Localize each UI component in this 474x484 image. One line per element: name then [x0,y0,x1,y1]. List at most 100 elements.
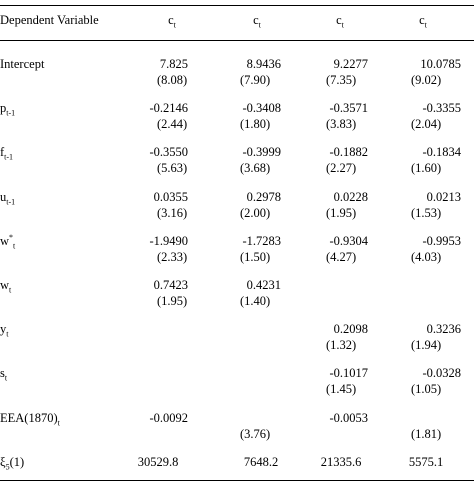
coefficient: -0.3550 [149,145,188,160]
label-text: Dependent Variable [0,13,99,27]
t-statistic: (3.76) [240,426,271,441]
t-statistic: (2.00) [240,205,271,220]
coefficient: -0.3999 [242,145,281,160]
subscript: t [13,241,16,251]
subscript: t [9,285,12,295]
t-statistic: (1.53) [411,205,442,220]
row-label: pt-1 [0,101,16,118]
t-statistic: (2.27) [326,161,357,176]
coefficient: 9.2277 [333,57,368,71]
row-label: w*t [0,232,16,251]
label-text: c [419,13,425,27]
label-text: c [253,13,259,27]
coefficient: -1.9490 [149,233,188,248]
header-rule [0,40,474,41]
statistic-value: 5575.1 [408,454,444,469]
coefficient: -0.3408 [242,101,281,116]
coefficient: 0.0213 [426,189,461,204]
t-statistic: (1.95) [157,294,188,308]
row-label: Intercept [0,57,44,71]
label-text: c [168,13,174,27]
t-statistic: (1.94) [411,338,442,353]
row-label: ut-1 [0,189,16,207]
header-cell: ct [168,13,176,30]
subscript: t [424,20,427,30]
t-statistic: (1.60) [411,161,442,176]
label-text: ξ [0,454,6,469]
row-label: st [0,366,8,383]
t-statistic: (3.83) [326,117,357,132]
coefficient: 10.0785 [420,57,461,71]
statistic-value: 30529.8 [137,454,179,469]
subscript: t-1 [4,152,14,162]
coefficient: 7.825 [159,57,188,71]
label-text: c [336,13,342,27]
superscript: * [9,232,14,242]
t-statistic: (1.40) [240,294,271,308]
t-statistic: (1.81) [411,426,442,441]
t-statistic: (2.44) [157,117,188,132]
bottom-rule [0,480,474,481]
t-statistic: (4.27) [326,249,357,264]
coefficient: 0.2098 [333,322,368,337]
label-text: w [0,233,10,248]
coefficient: -0.0328 [422,366,461,381]
coefficient: -0.1017 [329,366,368,381]
coefficient: 0.0228 [333,189,368,204]
subscript: t [6,329,9,339]
row-label: ft-1 [0,145,14,162]
coefficient: -0.9953 [422,233,461,248]
subscript: t [173,20,176,30]
coefficient: 0.2978 [246,189,281,204]
subscript: t [57,418,60,428]
subscript: t [258,20,261,30]
coefficient: 0.3236 [426,322,461,337]
coefficient: -0.0053 [329,410,368,425]
t-statistic: (2.04) [411,117,442,132]
coefficient: 0.0355 [153,189,188,204]
label-text: u [0,189,7,204]
t-statistic: (9.02) [411,73,442,87]
t-statistic: (1.32) [326,338,357,353]
t-statistic: (4.03) [411,249,442,264]
coefficient: -1.7283 [242,233,281,248]
row-label: ξ5(1) [0,454,25,472]
label-text: EEA(1870) [0,410,58,425]
coefficient: -0.2146 [149,101,188,116]
t-statistic: (1.50) [240,249,271,264]
t-statistic: (7.90) [240,73,271,87]
subscript: t [4,373,8,383]
coefficient: -0.3571 [329,101,368,116]
t-statistic: (8.08) [157,73,188,87]
subscript: 5 [5,462,10,472]
t-statistic: (3.68) [240,161,271,176]
statistic-value: 7648.2 [243,454,279,469]
coefficient: 0.7423 [153,278,188,292]
t-statistic: (1.45) [326,382,357,397]
statistic-value: 21335.6 [320,454,362,469]
coefficient: -0.3355 [422,101,461,116]
subscript: t [341,20,344,30]
subscript: t-1 [6,197,16,207]
header-cell: ct [253,13,261,30]
t-statistic: (2.33) [157,249,188,264]
label-text: (1) [9,454,25,469]
label-text: y [0,322,7,337]
coefficient: -0.0092 [149,410,188,425]
t-statistic: (3.16) [157,205,188,220]
label-text: s [0,366,5,381]
header-label: Dependent Variable [0,13,99,27]
coefficient: -0.1834 [422,145,461,160]
label-text: Intercept [0,57,45,71]
t-statistic: (1.80) [240,117,271,132]
row-label: yt [0,322,9,339]
coefficient: -0.1882 [329,145,368,160]
t-statistic: (1.05) [411,382,442,397]
coefficient: 8.9436 [246,57,281,71]
header-cell: ct [336,13,344,30]
subscript: t-1 [6,108,16,118]
coefficient: -0.9304 [329,233,368,248]
t-statistic: (1.95) [326,205,357,220]
label-text: w [0,278,10,292]
header-cell: ct [419,13,427,30]
